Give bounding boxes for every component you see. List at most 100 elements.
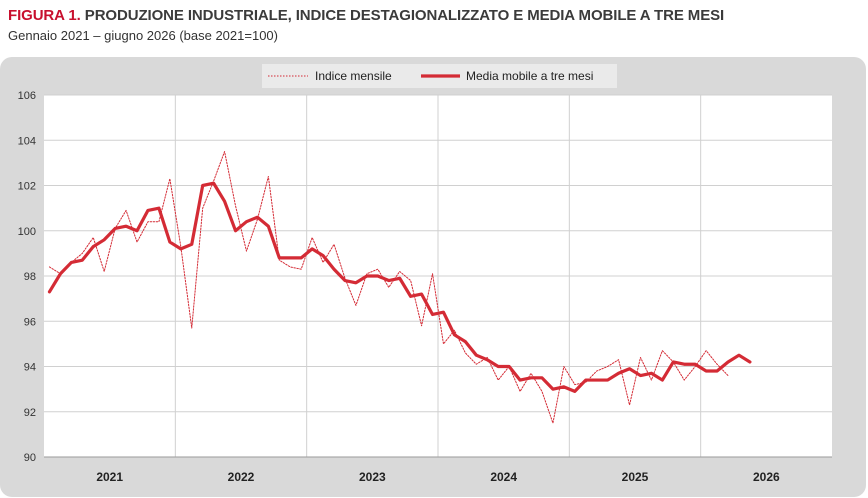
- data-point: [59, 273, 61, 275]
- data-point: [421, 325, 422, 326]
- data-point: [333, 268, 335, 270]
- data-point: [618, 359, 619, 360]
- data-point: [672, 361, 674, 363]
- data-point: [333, 244, 334, 245]
- legend-label-media-mobile: Media mobile a tre mesi: [466, 69, 593, 83]
- data-point: [103, 239, 105, 241]
- data-point: [290, 266, 291, 267]
- y-tick-label: 94: [24, 362, 36, 374]
- data-point: [223, 200, 225, 202]
- data-point: [651, 379, 652, 380]
- data-point: [684, 379, 685, 380]
- data-point: [388, 279, 390, 281]
- data-point: [398, 277, 400, 279]
- data-point: [498, 379, 499, 380]
- y-tick-label: 98: [24, 271, 36, 283]
- x-tick-label: 2022: [228, 470, 255, 484]
- data-point: [465, 352, 466, 353]
- data-point: [355, 305, 356, 306]
- data-point: [49, 266, 50, 267]
- data-point: [136, 241, 137, 242]
- data-point: [234, 230, 236, 232]
- data-point: [267, 225, 269, 227]
- y-tick-label: 96: [24, 316, 36, 328]
- data-point: [432, 273, 433, 274]
- y-tick-label: 102: [18, 181, 36, 193]
- y-axis: 90 92 94 96 98 100 102 104 106: [18, 90, 36, 464]
- data-point: [104, 271, 105, 272]
- data-point: [246, 251, 247, 252]
- line-chart: Indice mensile Media mobile a tre mesi 90…: [18, 64, 832, 484]
- y-tick-label: 106: [18, 90, 36, 102]
- x-tick-label: 2021: [96, 470, 123, 484]
- data-point: [410, 280, 411, 281]
- data-point: [420, 293, 422, 295]
- chart-subtitle: Gennaio 2021 – giugno 2026 (base 2021=10…: [8, 28, 278, 43]
- data-point: [93, 237, 94, 238]
- data-point: [585, 379, 587, 381]
- data-point: [312, 237, 313, 238]
- data-point: [301, 269, 302, 270]
- data-point: [541, 377, 543, 379]
- data-point: [48, 291, 50, 293]
- data-point: [235, 205, 236, 206]
- legend-label-indice-mensile: Indice mensile: [315, 69, 392, 83]
- data-point: [125, 225, 127, 227]
- data-point: [749, 361, 751, 363]
- y-tick-label: 100: [18, 226, 36, 238]
- x-tick-label: 2023: [359, 470, 386, 484]
- y-tick-label: 92: [24, 407, 36, 419]
- x-axis: 2021 2022 2023 2024 2025 2026: [96, 470, 780, 484]
- x-tick-label: 2026: [753, 470, 780, 484]
- data-point: [268, 176, 269, 177]
- data-point: [607, 366, 608, 367]
- data-point: [377, 275, 379, 277]
- figure-title: PRODUZIONE INDUSTRIALE, INDICE DESTAGION…: [84, 7, 725, 24]
- data-point: [617, 372, 619, 374]
- data-point: [662, 350, 663, 351]
- data-point: [344, 279, 346, 281]
- data-point: [399, 271, 400, 272]
- data-point: [552, 422, 553, 423]
- data-point: [716, 364, 717, 365]
- data-point: [191, 243, 193, 245]
- data-point: [530, 377, 532, 379]
- data-point: [355, 282, 357, 284]
- series-line-media-mobile: [47, 181, 752, 393]
- data-point: [366, 275, 368, 277]
- data-point: [409, 295, 411, 297]
- data-point: [639, 374, 641, 376]
- data-point: [202, 208, 203, 209]
- data-point: [650, 372, 652, 374]
- data-point: [716, 370, 718, 372]
- y-tick-label: 90: [24, 452, 36, 464]
- data-point: [322, 254, 324, 256]
- data-point: [628, 368, 630, 370]
- data-point: [738, 354, 740, 356]
- data-point: [476, 364, 477, 365]
- data-point: [366, 273, 367, 274]
- data-point: [147, 221, 148, 222]
- data-point: [169, 241, 171, 243]
- data-point: [125, 210, 126, 211]
- data-point: [519, 379, 521, 381]
- data-point: [201, 184, 203, 186]
- legend: Indice mensile Media mobile a tre mesi: [262, 64, 617, 88]
- data-point: [443, 343, 444, 344]
- data-point: [574, 384, 575, 385]
- data-point: [245, 221, 247, 223]
- data-point: [519, 391, 520, 392]
- x-tick-label: 2025: [622, 470, 649, 484]
- data-point: [279, 260, 280, 261]
- data-point: [661, 379, 663, 381]
- figure-label: FIGURA 1.: [8, 7, 81, 24]
- data-point: [388, 287, 389, 288]
- data-point: [497, 365, 499, 367]
- chart-panel: Indice mensile Media mobile a tre mesi 90…: [0, 57, 866, 497]
- data-point: [158, 207, 160, 209]
- data-point: [114, 227, 116, 229]
- data-point: [158, 221, 159, 222]
- data-point: [640, 357, 641, 358]
- data-point: [136, 230, 138, 232]
- data-point: [475, 354, 477, 356]
